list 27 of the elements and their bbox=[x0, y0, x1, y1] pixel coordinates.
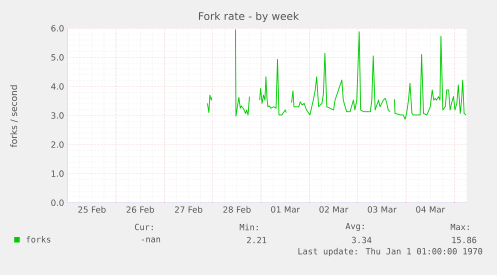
x-tick-label: 02 Mar bbox=[319, 206, 348, 213]
text: Max: bbox=[450, 224, 469, 230]
y-tick-label: 3.0 bbox=[51, 112, 64, 119]
y-tick-label: 2.0 bbox=[51, 141, 64, 148]
y-axis-title: forks / second bbox=[10, 85, 18, 148]
y-tick-label: 4.0 bbox=[51, 83, 64, 90]
x-tick-label: 28 Feb bbox=[223, 206, 251, 213]
x-tick-label: 01 Mar bbox=[271, 206, 300, 213]
chart-title: Fork rate - by week bbox=[199, 12, 299, 22]
x-tick-label: 26 Feb bbox=[126, 206, 154, 213]
y-tick-label: 6.0 bbox=[51, 25, 64, 32]
x-tick-label: 27 Feb bbox=[174, 206, 202, 213]
legend-label: forks bbox=[26, 236, 50, 243]
y-tick-label: 1.0 bbox=[52, 170, 64, 177]
x-tick-label: 03 Mar bbox=[368, 206, 397, 213]
text: Min: bbox=[240, 224, 258, 230]
text: 3.34 bbox=[352, 236, 372, 244]
text: 2.21 bbox=[247, 236, 266, 244]
text: Last update: Thu Jan 1 01:00:00 1970 bbox=[298, 248, 482, 256]
x-tick-label: 25 Feb bbox=[78, 206, 106, 213]
x-tick-label: 04 Mar bbox=[416, 206, 445, 213]
text: Cur: bbox=[134, 224, 153, 230]
text: -nan bbox=[142, 238, 160, 242]
text: 15.86 bbox=[452, 236, 476, 244]
y-tick-label: 0.0 bbox=[51, 200, 64, 206]
y-tick-label: 5.0 bbox=[51, 54, 64, 61]
text: Avg: bbox=[346, 223, 364, 231]
